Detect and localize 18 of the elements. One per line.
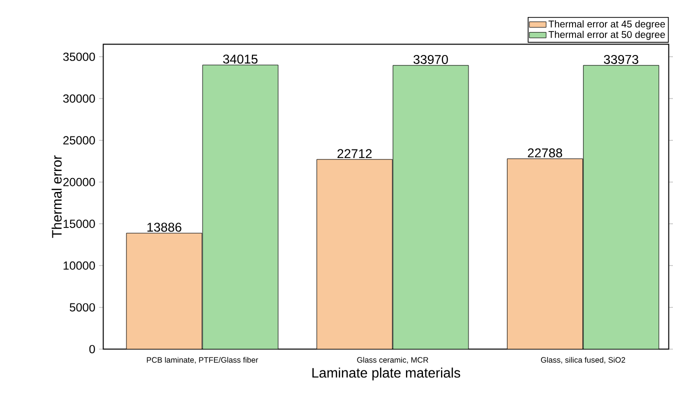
legend-label: Thermal error at 45 degree [548,20,665,30]
y-tick-label: 10000 [64,261,95,270]
data-label: 33973 [604,54,638,64]
x-axis-title: Laminate plate materials [312,367,460,380]
data-label: 13886 [147,222,182,232]
y-tick-label: 5000 [70,303,95,312]
data-label: 34015 [223,54,258,64]
y-tick-label: 15000 [64,219,95,228]
y-tick-label: 25000 [63,136,95,144]
y-tick-label: 35000 [63,52,95,61]
data-label: 22788 [528,148,562,158]
data-label: 33970 [414,54,448,64]
y-tick-label: 30000 [63,94,95,103]
y-axis-title: Thermal error [52,155,62,238]
y-tick-label: 20000 [63,178,95,186]
legend-label: Thermal error at 50 degree [548,30,665,40]
y-tick-label: 0 [89,344,95,354]
data-label: 22712 [338,148,372,158]
